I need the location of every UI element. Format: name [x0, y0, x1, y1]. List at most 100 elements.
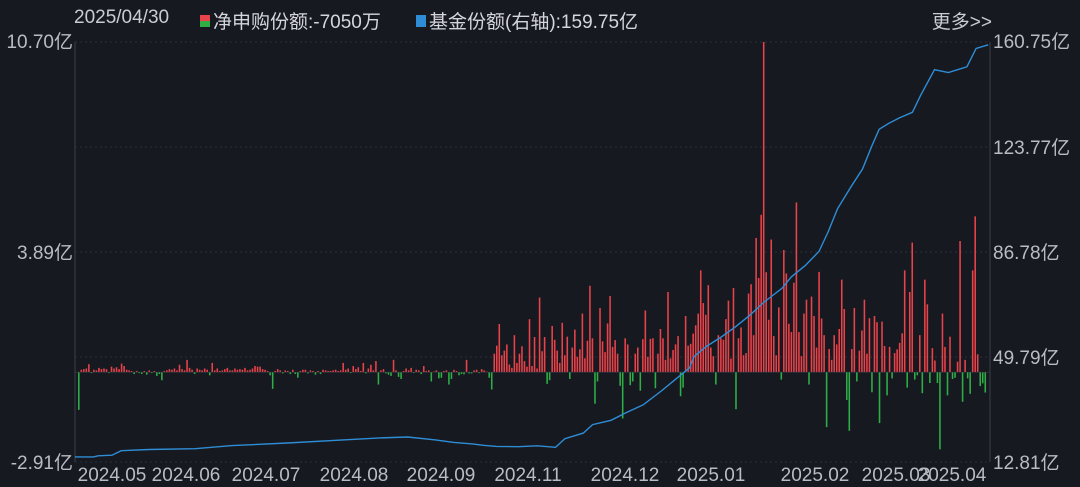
right-axis-tick-label: 49.79亿 — [993, 347, 1060, 369]
net-subscription-bar — [783, 249, 785, 373]
net-subscription-bar — [256, 366, 259, 373]
net-subscription-bar — [438, 372, 440, 379]
net-subscription-bar — [835, 344, 838, 373]
net-subscription-bar — [702, 303, 705, 373]
net-subscription-bar — [314, 372, 317, 375]
net-subscription-bar — [642, 339, 644, 373]
net-subscription-bar — [951, 372, 954, 379]
net-subscription-bar — [518, 353, 521, 373]
net-subscription-bar — [241, 369, 244, 373]
net-subscription-bar — [213, 370, 216, 373]
net-subscription-bar — [380, 370, 382, 373]
net-subscription-bar — [319, 372, 322, 375]
net-subscription-bar — [785, 273, 788, 373]
net-subscription-bar — [916, 372, 919, 376]
net-subscription-bar — [888, 346, 891, 373]
net-subscription-bar — [110, 366, 113, 373]
net-subscription-bar — [448, 372, 450, 385]
net-subscription-bar — [614, 340, 616, 373]
net-subscription-bar — [329, 370, 332, 373]
net-subscription-bar — [908, 291, 911, 373]
net-subscription-bar — [289, 372, 292, 375]
net-subscription-bar — [659, 328, 662, 373]
net-subscription-bar — [775, 355, 778, 373]
net-subscription-bar — [387, 372, 390, 375]
net-subscription-bar — [473, 370, 475, 373]
net-subscription-bar — [483, 370, 485, 373]
net-subscription-bar — [800, 356, 803, 373]
net-subscription-bar — [506, 344, 508, 373]
net-subscription-bar — [516, 362, 518, 373]
net-subscription-bar — [337, 370, 339, 373]
net-subscription-bar — [508, 364, 511, 373]
net-subscription-bar — [966, 372, 969, 379]
net-subscription-bar — [357, 367, 360, 373]
x-axis-tick-label: 2024.11 — [494, 465, 561, 486]
net-subscription-bar — [672, 349, 674, 373]
net-subscription-bar — [327, 370, 329, 373]
net-subscription-bar — [732, 287, 735, 373]
net-subscription-bar — [95, 370, 98, 373]
net-subscription-bar — [956, 361, 959, 373]
net-subscription-bar — [558, 362, 561, 373]
legend-red-green-swatch — [200, 14, 210, 27]
net-subscription-bar — [742, 355, 745, 373]
net-subscription-bar — [443, 370, 445, 373]
net-subscription-bar — [281, 372, 284, 374]
net-subscription-bar — [586, 340, 589, 373]
net-subscription-bar — [125, 369, 128, 373]
net-subscription-bar — [828, 349, 830, 373]
net-subscription-bar — [934, 360, 936, 373]
legend-fund-share-label: 基金份额(右轴):159.75亿 — [429, 12, 639, 33]
net-subscription-bar — [941, 313, 944, 373]
net-subscription-bar — [543, 337, 546, 373]
net-subscription-bar — [823, 335, 825, 373]
net-subscription-bar — [140, 372, 143, 375]
net-subscription-bar — [422, 366, 425, 373]
net-subscription-bar — [390, 372, 392, 376]
net-subscription-bar — [83, 369, 85, 373]
net-subscription-bar — [536, 368, 538, 373]
net-subscription-bar — [458, 372, 460, 376]
net-subscription-bar — [526, 366, 528, 373]
x-axis-tick-label: 2024.07 — [232, 465, 301, 486]
net-subscription-bar — [770, 239, 773, 373]
net-subscription-bar — [93, 369, 95, 373]
net-subscription-bar — [961, 372, 964, 402]
net-subscription-bar — [921, 372, 924, 394]
net-subscription-bar — [188, 367, 191, 373]
net-subscription-bar — [312, 370, 314, 373]
net-subscription-bar — [873, 316, 876, 373]
net-subscription-bar — [297, 372, 299, 378]
net-subscription-bar — [385, 372, 387, 374]
net-subscription-bar — [108, 372, 110, 374]
net-subscription-bar — [221, 370, 224, 373]
net-subscription-bar — [853, 308, 856, 373]
net-subscription-bar — [755, 237, 757, 373]
net-subscription-bar — [944, 346, 946, 373]
net-subscription-bar — [103, 368, 105, 373]
net-subscription-bar — [453, 369, 455, 373]
net-subscription-bar — [843, 308, 846, 373]
net-subscription-bar — [861, 330, 863, 373]
net-subscription-bar — [498, 324, 501, 373]
x-axis-ticks: 2024.05 2024.06 2024.07 2024.08 2024.09 2024.… — [78, 465, 987, 486]
more-link[interactable]: 更多>> — [931, 12, 992, 33]
net-subscription-bar — [969, 372, 971, 394]
net-subscription-bar — [183, 370, 186, 373]
net-subscription-bar — [848, 372, 851, 431]
net-subscription-bar — [98, 367, 100, 373]
net-subscription-bar — [166, 370, 168, 373]
legend-net-subscription: 净申购份额:-7050万 — [200, 7, 381, 34]
net-subscription-bar — [893, 353, 896, 373]
net-subscription-bar — [249, 369, 251, 373]
net-subscription-bar — [604, 352, 606, 373]
net-subscription-bar — [667, 291, 669, 373]
net-subscription-bar — [657, 353, 659, 373]
net-subscription-bar — [692, 333, 694, 373]
net-subscription-bar — [891, 372, 893, 379]
left-axis-tick-label: 3.89亿 — [17, 242, 73, 264]
net-subscription-bar — [589, 285, 591, 373]
x-axis-tick-label: 2024.12 — [591, 465, 660, 486]
net-subscription-bar — [767, 319, 770, 373]
